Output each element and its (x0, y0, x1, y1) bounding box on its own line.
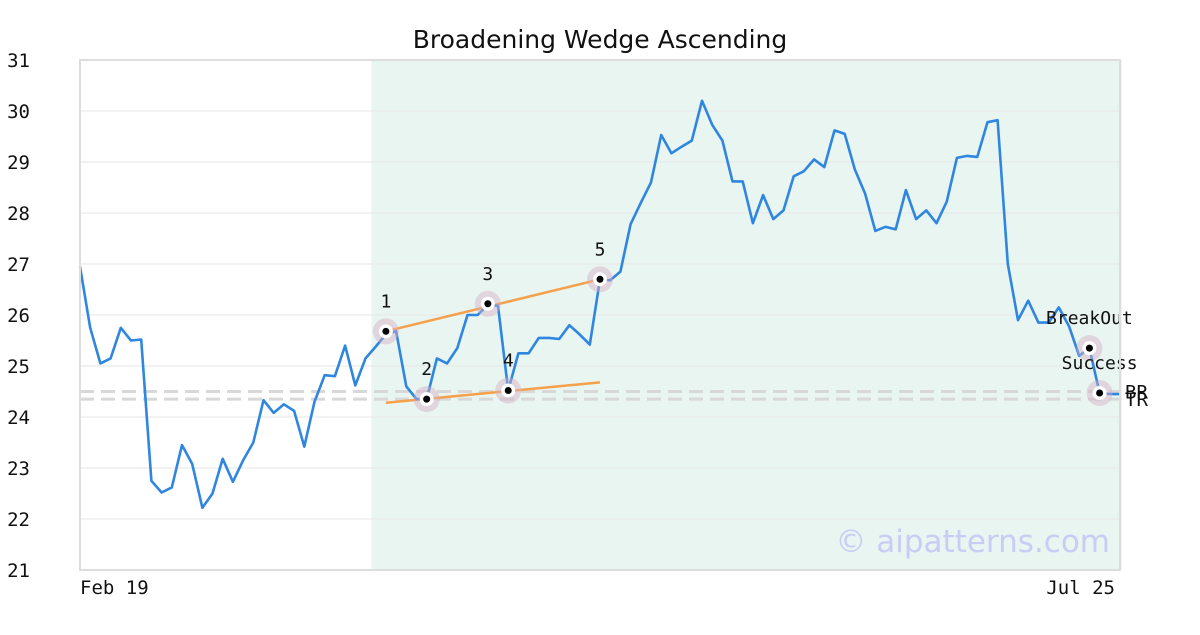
pattern-point-1-label: 1 (380, 291, 391, 312)
plot-frame (79, 59, 1121, 571)
pattern-point-3-dot (484, 300, 492, 308)
pattern-point-5-label: 5 (595, 239, 606, 260)
success-point-label: Success (1062, 353, 1138, 374)
y-tick-label: 25 (7, 356, 30, 378)
x-tick-label: Feb 19 (80, 577, 149, 599)
y-tick-label: 24 (7, 407, 30, 429)
chart-title: Broadening Wedge Ascending (413, 25, 788, 54)
y-tick-label: 30 (7, 101, 30, 123)
pattern-point-4-dot (504, 386, 512, 394)
x-tick-label: Jul 25 (1046, 577, 1115, 599)
y-tick-label: 29 (7, 152, 30, 174)
pattern-point-1-dot (382, 327, 390, 335)
y-tick-label: 23 (7, 458, 30, 480)
y-tick-label: 26 (7, 305, 30, 327)
watermark: © aipatterns.com (835, 524, 1110, 560)
y-tick-label: 31 (7, 50, 30, 72)
success-point-dot (1096, 389, 1104, 397)
y-tick-label: 27 (7, 254, 30, 276)
pattern-point-2-label: 2 (421, 359, 432, 380)
pattern-point-3-label: 3 (482, 264, 493, 285)
pattern-point-4-label: 4 (503, 350, 514, 371)
y-tick-label: 28 (7, 203, 30, 225)
reference-line-label-tr: TR (1125, 389, 1148, 411)
reference-line-label-br: BR (1125, 382, 1148, 404)
breakout-point-dot (1085, 344, 1093, 352)
pattern-point-2-dot (423, 395, 431, 403)
y-tick-label: 21 (7, 560, 30, 582)
pattern-point-5-dot (596, 275, 604, 283)
y-tick-label: 22 (7, 509, 30, 531)
breakout-point-label: BreakOut (1046, 308, 1133, 329)
